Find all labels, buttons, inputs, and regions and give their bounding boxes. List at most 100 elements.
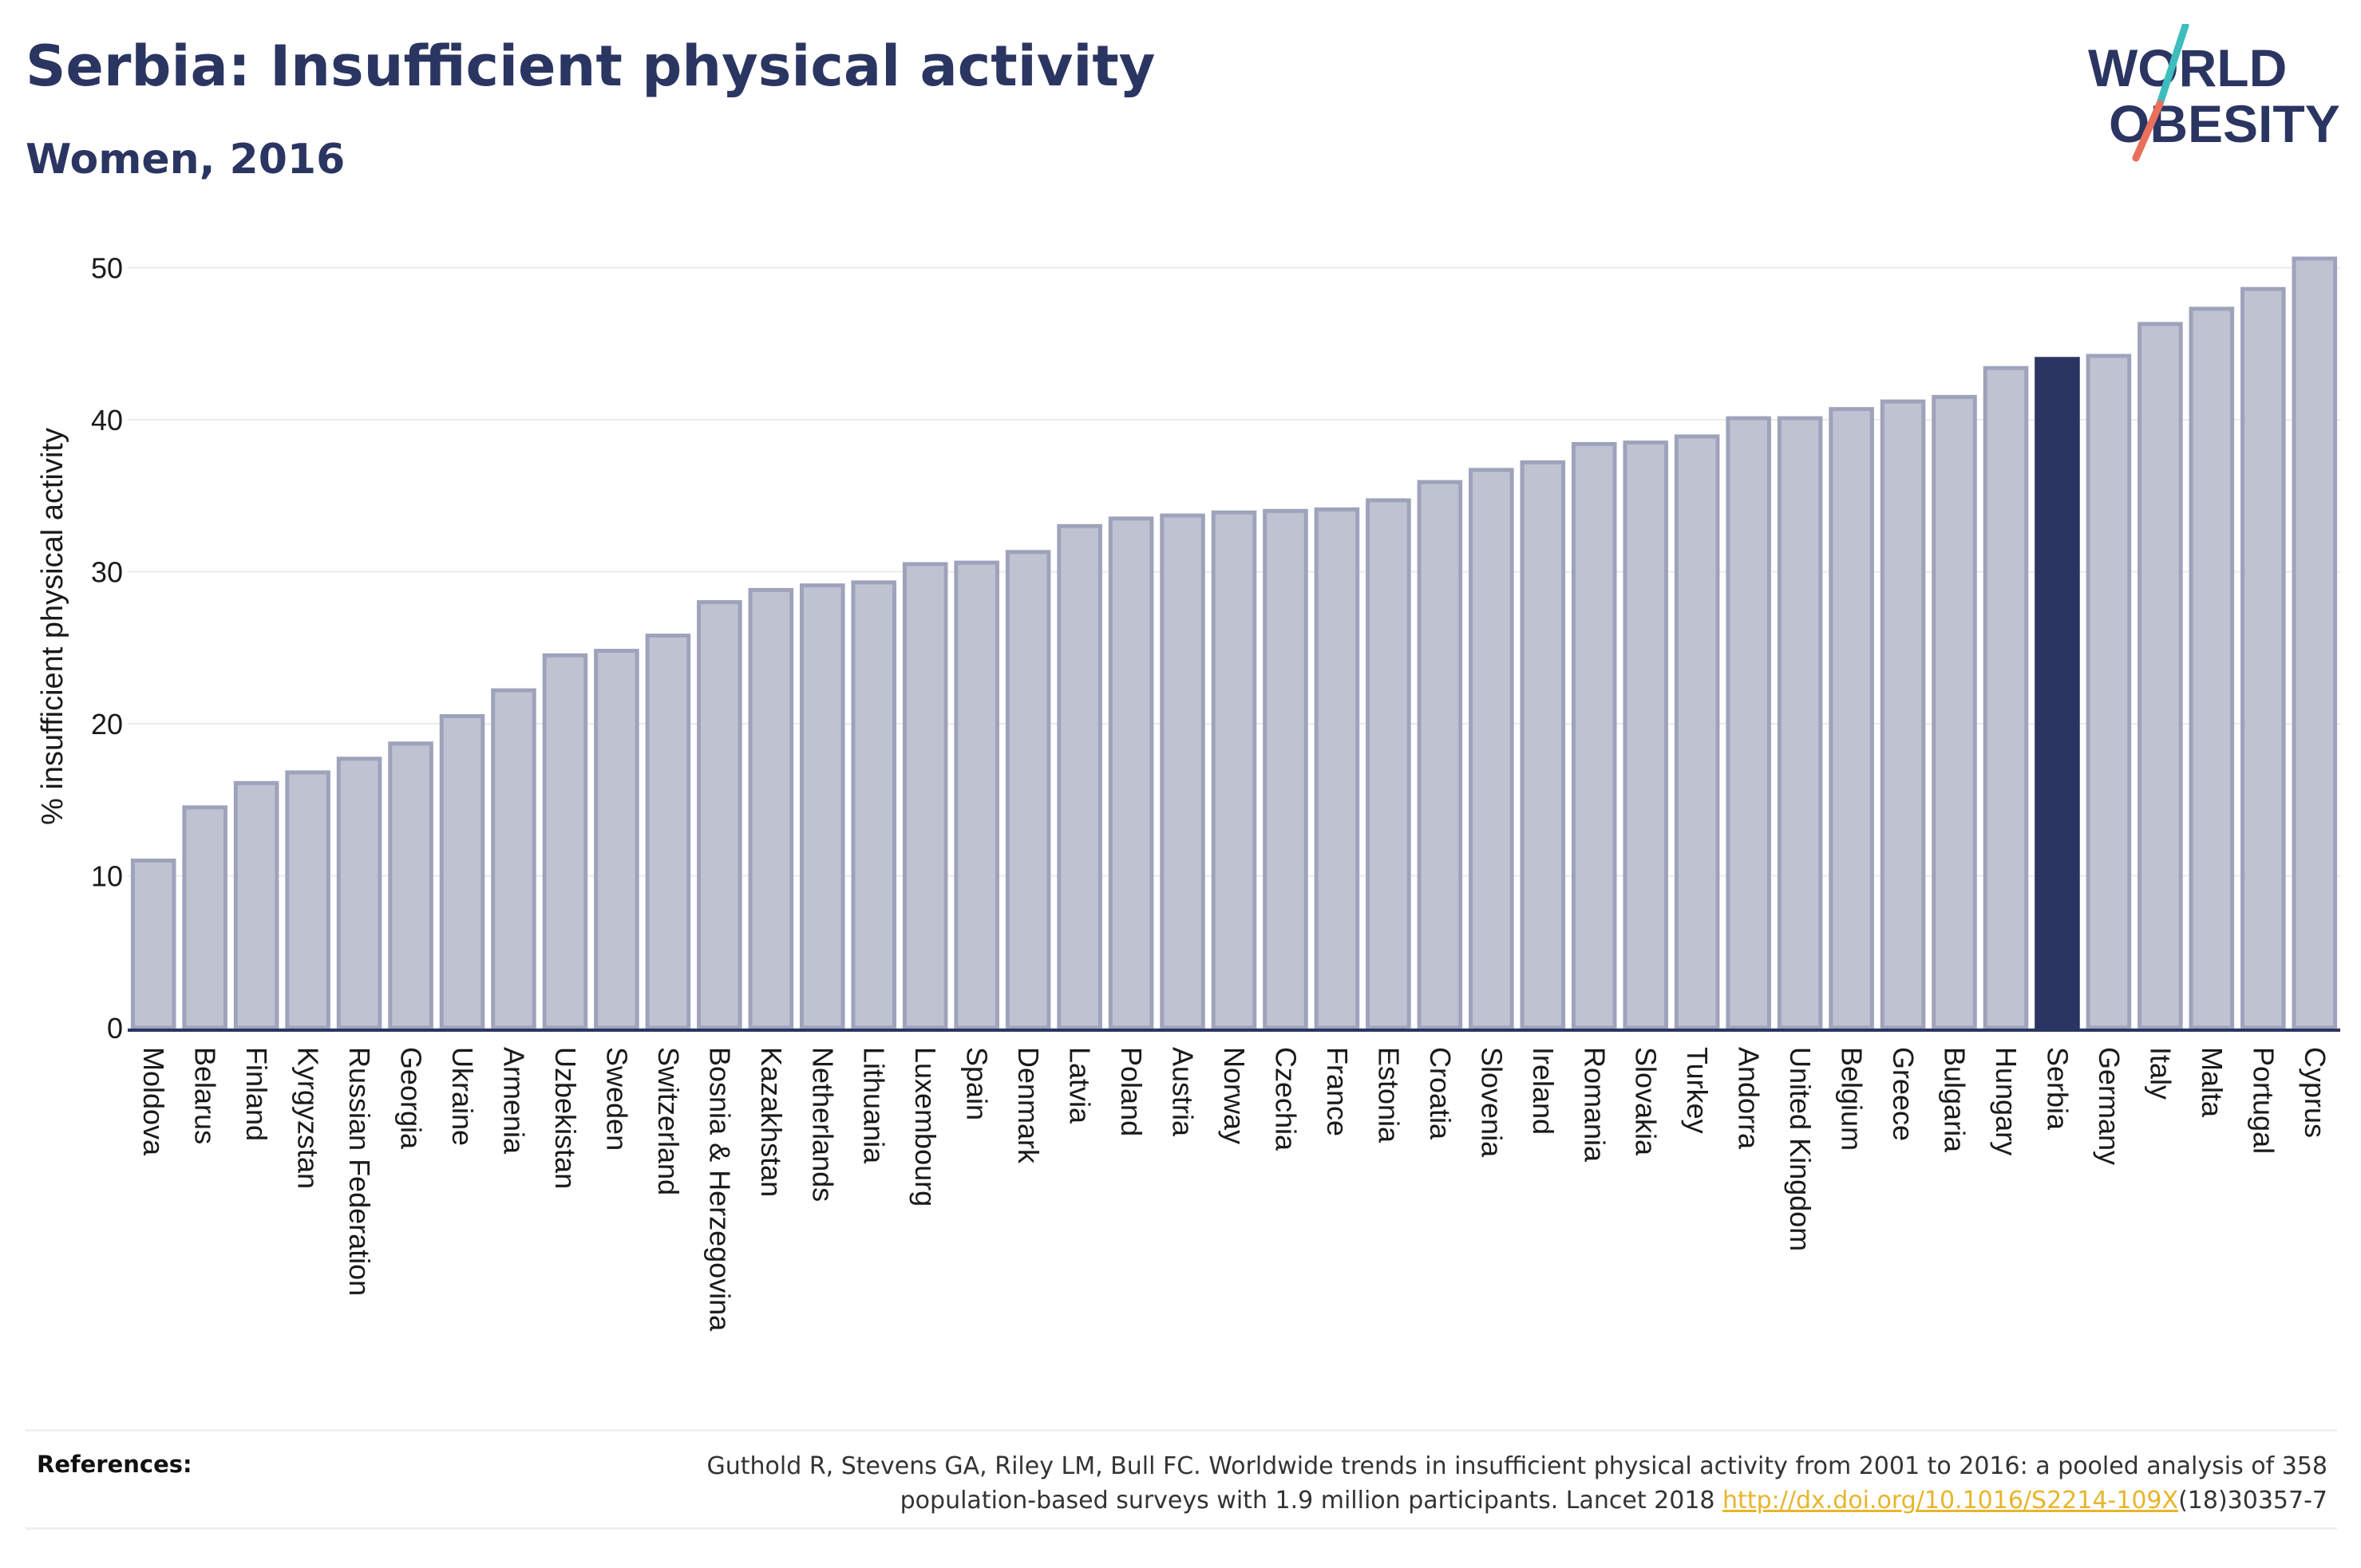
x-tick-label: Bulgaria	[1939, 1047, 1971, 1153]
x-tick-label: Germany	[2093, 1047, 2126, 1165]
bar	[1417, 480, 1463, 1030]
references-top-rule	[26, 1429, 2337, 1432]
x-tick-label: Finland	[240, 1047, 273, 1141]
x-tick-label: Cyprus	[2299, 1047, 2331, 1138]
x-tick-label: Kyrgyzstan	[292, 1047, 325, 1189]
bar	[1366, 498, 1411, 1030]
bar	[1777, 416, 1823, 1030]
bar	[491, 688, 536, 1030]
x-tick-label: Hungary	[1990, 1047, 2023, 1155]
bar	[439, 713, 485, 1030]
x-tick-label: France	[1321, 1047, 1354, 1136]
bar	[1623, 440, 1669, 1030]
bar	[799, 583, 845, 1030]
y-tick-label: 40	[91, 404, 123, 436]
x-tick-label: Spain	[961, 1047, 994, 1120]
bars	[130, 256, 2338, 1030]
references-bottom-rule	[26, 1527, 2337, 1530]
bar	[2086, 353, 2132, 1030]
bar	[336, 756, 382, 1030]
bar	[233, 780, 279, 1030]
bar	[2240, 286, 2286, 1030]
x-tick-label: Belarus	[189, 1047, 222, 1144]
x-tick-label: Norway	[1218, 1047, 1251, 1144]
x-tick-label: Austria	[1167, 1047, 1200, 1137]
chart-subtitle: Women, 2016	[26, 136, 346, 184]
x-tick-label: Poland	[1115, 1047, 1148, 1136]
x-tick-label: Armenia	[497, 1047, 530, 1155]
x-tick-label: Latvia	[1064, 1047, 1097, 1124]
x-tick-label: Turkey	[1681, 1047, 1714, 1134]
x-tick-label: Moldova	[137, 1047, 170, 1156]
bar	[1520, 460, 1566, 1030]
bar	[2138, 322, 2183, 1030]
bar	[1983, 365, 2029, 1030]
x-tick-label: Greece	[1887, 1047, 1920, 1141]
x-tick-label: Bosnia & Herzegovina	[703, 1047, 736, 1332]
x-tick-label: Uzbekistan	[549, 1047, 582, 1189]
bar	[748, 587, 794, 1030]
bar	[1829, 407, 1874, 1030]
bar	[1726, 416, 1771, 1030]
bar	[182, 805, 227, 1030]
bar	[1211, 510, 1257, 1030]
logo-text-world: WORLD	[2088, 38, 2287, 97]
y-tick-label: 0	[107, 1012, 123, 1045]
x-tick-label: Belgium	[1836, 1047, 1869, 1151]
reference-citation: Guthold R, Stevens GA, Riley LM, Bull FC…	[706, 1452, 2327, 1515]
bar	[1263, 508, 1308, 1030]
x-tick-label: Serbia	[2041, 1047, 2074, 1131]
bar	[2292, 256, 2338, 1030]
bar	[285, 770, 330, 1030]
references-label: References:	[37, 1451, 192, 1478]
bar	[542, 653, 588, 1030]
reference-citation-end: (18)30357-7	[2178, 1487, 2327, 1515]
x-tick-label: Romania	[1578, 1047, 1611, 1163]
bar	[1160, 513, 1205, 1030]
x-tick-label: Denmark	[1012, 1047, 1045, 1164]
x-tick-label: Croatia	[1424, 1047, 1457, 1140]
x-tick-label: Netherlands	[806, 1047, 839, 1202]
y-tick-label: 10	[91, 860, 123, 893]
x-tick-label: Kazakhstan	[755, 1047, 788, 1197]
bar	[954, 560, 999, 1030]
x-tick-label: Portugal	[2247, 1047, 2280, 1154]
bar-chart: 0 10 20 30 40 50 Moldova Belarus Finland Kyrgyzst…	[36, 252, 2340, 1332]
x-tick-label: Sweden	[600, 1047, 633, 1151]
bar	[2035, 357, 2080, 1030]
references-text: Guthold R, Stevens GA, Riley LM, Bull FC…	[571, 1449, 2327, 1518]
bar	[1571, 441, 1617, 1030]
x-tick-label: Andorra	[1733, 1047, 1766, 1150]
y-tick-label: 20	[91, 708, 123, 741]
bar	[594, 649, 639, 1030]
x-tick-label: United Kingdom	[1784, 1047, 1817, 1251]
x-tick-label: Slovenia	[1475, 1047, 1508, 1158]
bar	[1005, 550, 1051, 1030]
x-tick-label: Italy	[2144, 1047, 2177, 1100]
bar	[130, 858, 176, 1030]
x-tick-label: Lithuania	[858, 1047, 891, 1164]
reference-doi-link[interactable]: http://dx.doi.org/10.1016/S2214-109X	[1722, 1487, 2179, 1515]
bar	[1469, 468, 1514, 1030]
bar	[1108, 516, 1154, 1030]
logo-slash-bottom	[2132, 100, 2164, 162]
bar	[851, 580, 897, 1030]
x-tick-label: Switzerland	[652, 1047, 685, 1195]
bar	[1314, 507, 1360, 1030]
bar	[1057, 523, 1102, 1030]
bar	[645, 634, 691, 1030]
axes: 0 10 20 30 40 50 Moldova Belarus Finland Kyrgyzst…	[91, 252, 2340, 1332]
x-tick-label: Ukraine	[446, 1047, 479, 1146]
bar	[2189, 306, 2235, 1030]
bar	[902, 562, 948, 1030]
y-axis-label: % insufficient physical activity	[36, 428, 69, 825]
y-tick-label: 30	[91, 556, 123, 589]
bar	[1674, 434, 1720, 1030]
x-tick-label: Georgia	[395, 1047, 428, 1150]
bar	[697, 600, 742, 1030]
y-tick-label: 50	[91, 252, 123, 285]
x-tick-label: Malta	[2196, 1047, 2229, 1118]
bar	[1880, 399, 1926, 1030]
x-tick-label: Luxembourg	[909, 1047, 942, 1207]
logo-slash-top	[2156, 24, 2189, 108]
